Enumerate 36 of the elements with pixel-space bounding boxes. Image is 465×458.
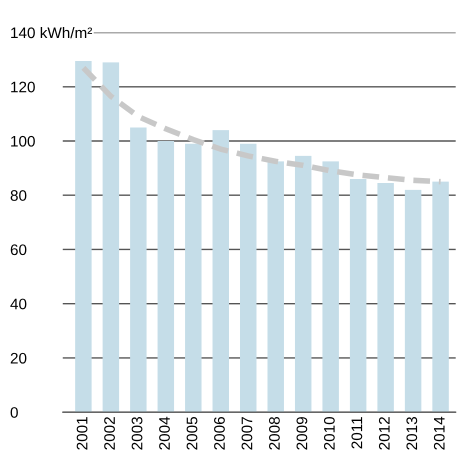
bar <box>377 183 394 412</box>
bar <box>130 127 147 412</box>
y-tick-label: 80 <box>10 190 26 201</box>
bar <box>294 156 312 412</box>
y-tick-label: 20 <box>10 352 26 364</box>
x-tick-label: 2009 <box>296 417 308 450</box>
bar <box>322 161 339 412</box>
bar <box>185 144 202 412</box>
bar <box>212 130 230 412</box>
x-tick-label: 2003 <box>132 417 142 450</box>
x-tick-label: 2011 <box>351 417 362 448</box>
x-tick-label: 2008 <box>269 417 280 450</box>
bar <box>102 62 120 412</box>
y-tick-label: 120 <box>11 82 35 92</box>
y-tick-label: 60 <box>10 244 26 256</box>
x-tick-label: 2006 <box>214 417 225 450</box>
y-tick-label: 140 kWh/m² <box>11 26 92 38</box>
bar <box>267 161 284 412</box>
y-tick-label: 0 <box>10 407 18 418</box>
y-tick-label: 100 <box>11 136 35 147</box>
x-tick-label: 2013 <box>406 417 418 450</box>
bar <box>404 190 422 412</box>
bar <box>432 182 449 412</box>
x-tick-label: 2010 <box>324 416 335 450</box>
x-tick-label: 2012 <box>378 417 390 450</box>
bar <box>75 60 92 412</box>
x-tick-label: 2004 <box>159 416 170 450</box>
x-tick-label: 2005 <box>186 417 198 450</box>
x-tick-label: 2001 <box>76 417 88 450</box>
bar <box>240 144 256 412</box>
bar <box>158 141 174 412</box>
y-tick-label: 40 <box>10 298 26 310</box>
x-tick-label: 2014 <box>434 416 445 450</box>
bar <box>350 178 366 412</box>
x-tick-label: 2002 <box>104 417 115 450</box>
x-tick-label: 2007 <box>242 417 252 450</box>
